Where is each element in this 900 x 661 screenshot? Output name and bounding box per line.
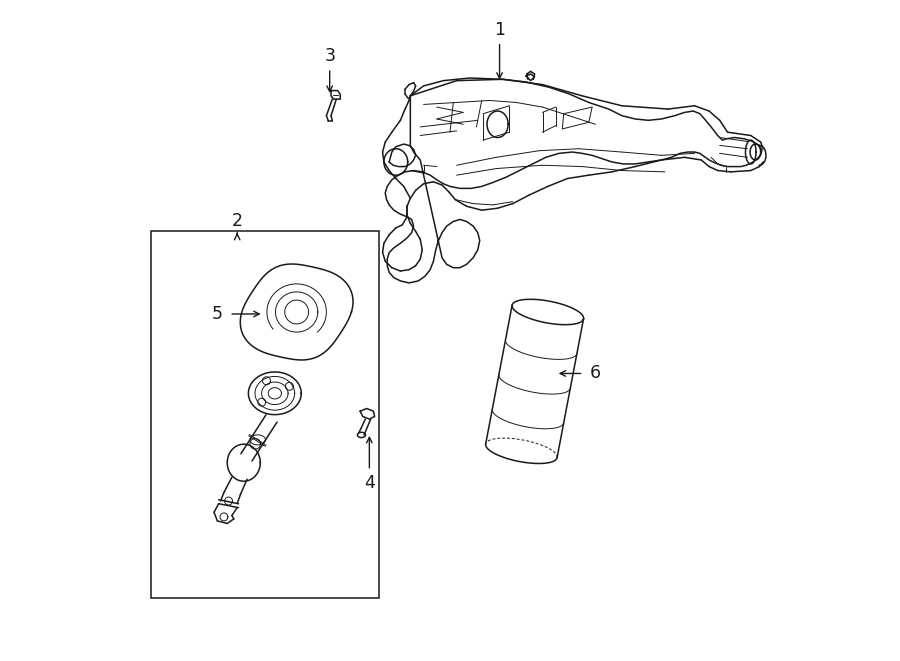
Text: 5: 5 [212, 305, 223, 323]
Text: 1: 1 [494, 20, 505, 39]
Text: 3: 3 [324, 47, 335, 65]
Bar [151, 231, 379, 598]
Text: 4: 4 [364, 473, 374, 492]
Text: 2: 2 [231, 212, 243, 231]
Text: 6: 6 [590, 364, 601, 383]
